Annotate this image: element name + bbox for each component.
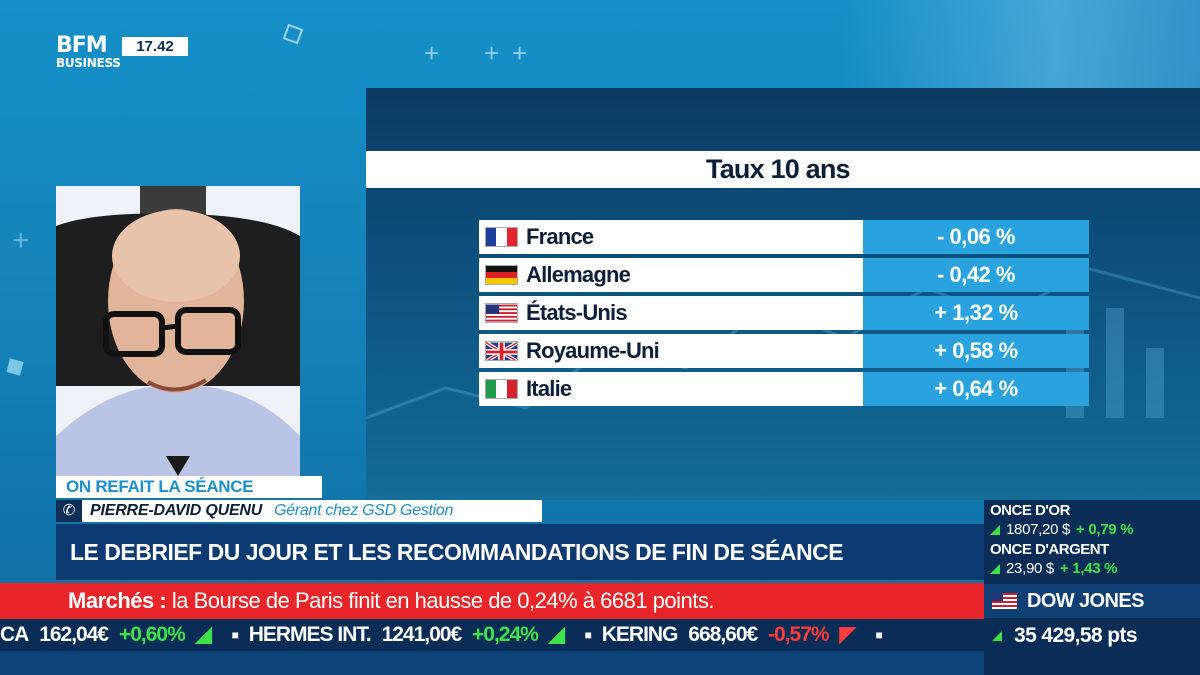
- down-arrow-icon: ◤: [839, 623, 855, 646]
- up-arrow-icon: [990, 524, 1000, 535]
- guest-video-feed: [56, 186, 300, 476]
- guest-bar: ✆ PIERRE-DAVID QUENU Gérant chez GSD Ges…: [56, 500, 542, 522]
- logo-business-text: BUSINESS: [56, 56, 121, 70]
- usa-flag-icon: [992, 593, 1017, 609]
- ticker-stock-name: KERING: [601, 623, 679, 646]
- gold-value: 1807,20 $: [1006, 521, 1071, 538]
- ticker-stock-change: +0,60%: [118, 623, 186, 646]
- rates-panel-title: Taux 10 ans: [366, 151, 1200, 188]
- rate-value: + 0,58 %: [863, 334, 1089, 368]
- decorative-plus: +: [512, 38, 528, 68]
- ticker-stock-price: 668,60€: [688, 623, 758, 646]
- guest-name: PIERRE-DAVID QUENU: [90, 502, 263, 519]
- background-decoration: [840, 0, 1200, 88]
- ticker-stock-change: -0,57%: [768, 623, 830, 646]
- stock-ticker: CA 162,04€ +0,60% ◢ ■ HERMES INT. 1241,0…: [0, 619, 984, 651]
- rate-row-country-cell: France: [479, 220, 863, 254]
- breaking-news-bar: Marchés : la Bourse de Paris finit en ha…: [0, 583, 984, 619]
- breaking-text: la Bourse de Paris finit en hausse de 0,…: [171, 588, 715, 613]
- rate-value: - 0,42 %: [863, 258, 1089, 292]
- up-arrow-icon: [992, 631, 1002, 641]
- ticker-stock-name: HERMES INT.: [248, 623, 372, 646]
- silver-label: ONCE D'ARGENT: [990, 541, 1109, 558]
- gold-change: + 0,79 %: [1076, 521, 1134, 538]
- rate-row-country-cell: Allemagne: [479, 258, 863, 292]
- rate-row: Italie + 0,64 %: [479, 372, 1089, 406]
- decorative-plus: +: [484, 38, 500, 68]
- ticker-separator-icon: ■: [875, 628, 882, 643]
- ticker-stock-name: CA: [0, 623, 29, 646]
- rate-row: États-Unis + 1,32 %: [479, 296, 1089, 330]
- rates-table: France - 0,06 % Allemagne - 0,42 %: [479, 220, 1089, 410]
- country-name: France: [526, 224, 594, 249]
- index-quote: 35 429,58 pts: [992, 624, 1138, 648]
- rate-row-country-cell: États-Unis: [479, 296, 863, 330]
- index-name: DOW JONES: [1027, 589, 1144, 612]
- headline-banner: LE DEBRIEF DU JOUR ET LES RECOMMANDATION…: [56, 524, 984, 580]
- country-name: Royaume-Uni: [526, 338, 660, 363]
- show-title: ON REFAIT LA SÉANCE: [56, 476, 322, 498]
- rate-row-country-cell: Royaume-Uni: [479, 334, 863, 368]
- phone-icon: ✆: [56, 500, 82, 522]
- decorative-plus: +: [12, 224, 30, 257]
- country-name: Allemagne: [526, 262, 631, 287]
- ticker-stock-change: +0,24%: [472, 623, 539, 646]
- market-box: ONCE D'OR 1807,20 $ + 0,79 % ONCE D'ARGE…: [984, 500, 1200, 675]
- index-value: 35 429,58 pts: [1014, 624, 1138, 647]
- rate-row: France - 0,06 %: [479, 220, 1089, 254]
- france-flag-icon: [485, 227, 518, 247]
- uk-flag-icon: [485, 341, 518, 361]
- index-bar: DOW JONES: [984, 584, 1200, 618]
- country-name: États-Unis: [526, 300, 628, 325]
- rate-row: Royaume-Uni + 0,58 %: [479, 334, 1089, 368]
- guest-portrait-image: [56, 186, 300, 476]
- rate-row-country-cell: Italie: [479, 372, 863, 406]
- usa-flag-icon: [485, 303, 518, 323]
- rates-panel: Taux 10 ans France - 0,06 % Allemagne - …: [366, 88, 1200, 500]
- ticker-stock-price: 1241,00€: [381, 623, 463, 646]
- rate-value: + 1,32 %: [863, 296, 1089, 330]
- rate-value: - 0,06 %: [863, 220, 1089, 254]
- germany-flag-icon: [485, 265, 518, 285]
- silver-value: 23,90 $: [1006, 560, 1054, 577]
- breaking-label: Marchés :: [68, 588, 167, 613]
- up-arrow-icon: ◢: [548, 623, 565, 646]
- guest-role: Gérant chez GSD Gestion: [274, 502, 454, 519]
- decorative-square: [6, 358, 24, 376]
- ticker-separator-icon: ■: [584, 628, 592, 643]
- silver-quote: 23,90 $ + 1,43 %: [990, 560, 1117, 577]
- decorative-plus: +: [424, 38, 440, 68]
- channel-logo: BFM BUSINESS: [56, 33, 121, 71]
- bottom-strip: [0, 651, 984, 675]
- gold-quote: 1807,20 $ + 0,79 %: [990, 521, 1134, 538]
- rate-value: + 0,64 %: [863, 372, 1089, 406]
- country-name: Italie: [526, 376, 572, 401]
- silver-change: + 1,43 %: [1059, 560, 1118, 577]
- italy-flag-icon: [485, 379, 518, 399]
- rate-row: Allemagne - 0,42 %: [479, 258, 1089, 292]
- clock-time: 17.42: [122, 37, 188, 56]
- ticker-separator-icon: ■: [231, 628, 239, 643]
- up-arrow-icon: ◢: [195, 623, 212, 646]
- gold-label: ONCE D'OR: [990, 502, 1070, 519]
- logo-bfm-text: BFM: [56, 33, 108, 58]
- decorative-square: [282, 23, 304, 45]
- up-arrow-icon: [990, 563, 1000, 574]
- ticker-stock-price: 162,04€: [39, 623, 109, 646]
